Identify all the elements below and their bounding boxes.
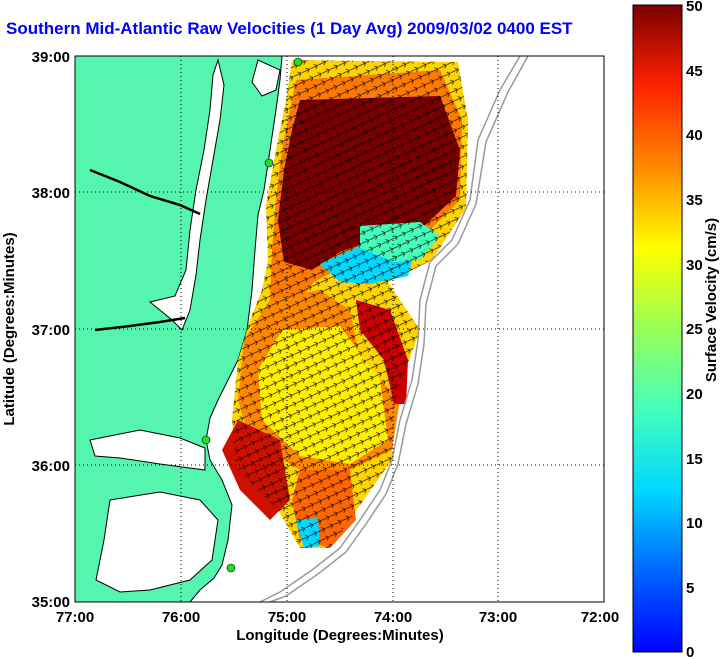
x-tick-label: 72:00 (581, 609, 619, 626)
colorbar-tick-label: 20 (686, 386, 703, 403)
x-axis-label: Longitude (Degrees:Minutes) (236, 627, 444, 644)
radar-station (264, 158, 274, 168)
x-tick-label: 73:00 (479, 609, 517, 626)
y-tick-label: 37:00 (32, 322, 70, 339)
colorbar-tick-label: 10 (686, 515, 703, 532)
radar-station (226, 563, 236, 573)
grid-lines (75, 56, 604, 602)
colorbar-tick-label: 25 (686, 321, 703, 338)
radar-station (201, 435, 211, 445)
y-axis-label: Latitude (Degrees:Minutes) (1, 232, 18, 425)
radar-stations (201, 57, 303, 573)
x-tick-label: 74:00 (374, 609, 412, 626)
delaware-bay (251, 59, 281, 97)
bathymetry-contours (259, 56, 529, 602)
colorbar-tick-label: 30 (686, 257, 703, 274)
colorbar-label: Surface Velocity (cm/s) (703, 218, 720, 382)
colorbar-tick-label: 50 (686, 0, 703, 15)
colorbar-tick-label: 45 (686, 63, 703, 80)
colorbar-tick-label: 15 (686, 451, 703, 468)
land-mass (75, 56, 283, 602)
x-tick-label: 77:00 (56, 609, 94, 626)
potomac-river (89, 168, 201, 216)
y-tick-label: 38:00 (32, 185, 70, 202)
velocity-field (222, 60, 468, 548)
colorbar-tick-label: 35 (686, 192, 703, 209)
colorbar-tick-label: 0 (686, 644, 694, 659)
x-axis: 77:00 76:00 75:00 74:00 73:00 72:00 Long… (56, 609, 619, 644)
y-tick-label: 35:00 (32, 594, 70, 611)
colorbar: 50 45 40 35 30 25 20 15 10 5 0 Surface V… (632, 0, 720, 659)
albemarle-sound (89, 429, 206, 471)
colorbar-tick-label: 40 (686, 127, 703, 144)
map-title: Southern Mid-Atlantic Raw Velocities (1 … (6, 19, 573, 38)
x-tick-label: 76:00 (162, 609, 200, 626)
radar-station (293, 57, 303, 67)
colorbar-tick-label: 5 (686, 580, 694, 597)
y-tick-label: 36:00 (32, 458, 70, 475)
james-river (94, 316, 186, 332)
y-tick-label: 39:00 (32, 49, 70, 66)
pamlico-sound (95, 491, 219, 593)
y-axis: 39:00 38:00 37:00 36:00 35:00 Latitude (… (1, 49, 70, 611)
x-tick-label: 75:00 (268, 609, 306, 626)
colorbar-gradient (632, 4, 683, 653)
